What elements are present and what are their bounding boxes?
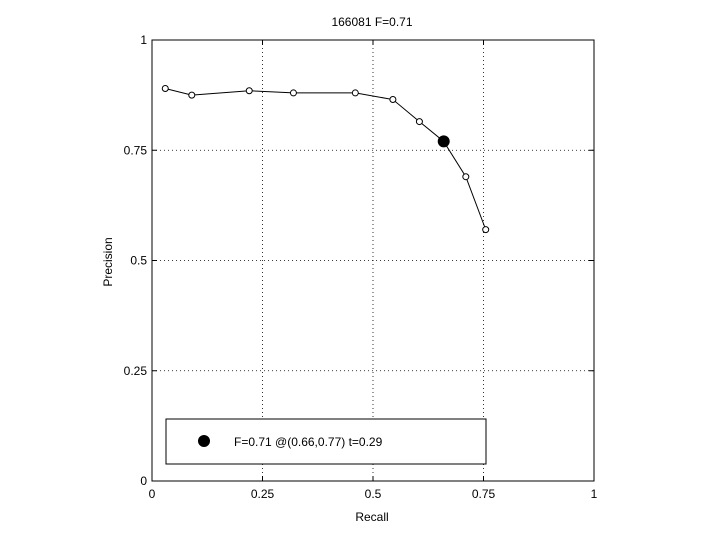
pr-point bbox=[389, 96, 397, 104]
y-tick-label: 0 bbox=[140, 474, 147, 488]
pr-point bbox=[415, 118, 423, 126]
pr-point bbox=[161, 85, 169, 93]
chart-title: 166081 F=0.71 bbox=[331, 15, 412, 29]
y-tick-label: 0.75 bbox=[124, 143, 148, 157]
legend-marker bbox=[198, 435, 210, 447]
legend: F=0.71 @(0.66,0.77) t=0.29 bbox=[165, 418, 487, 465]
pr-curve-line bbox=[165, 88, 487, 230]
y-tick-label: 0.5 bbox=[130, 254, 147, 268]
y-tick-label: 1 bbox=[140, 33, 147, 47]
legend-box bbox=[165, 418, 487, 465]
x-tick-label: 0.5 bbox=[365, 487, 382, 501]
grid-lines bbox=[152, 40, 594, 481]
x-tick-label: 0.75 bbox=[472, 487, 496, 501]
pr-point bbox=[245, 87, 253, 95]
best-f-point bbox=[437, 135, 450, 148]
x-tick-label: 0.25 bbox=[251, 487, 275, 501]
x-axis-label: Recall bbox=[355, 510, 388, 524]
pr-points bbox=[161, 85, 490, 234]
pr-point bbox=[188, 91, 196, 99]
x-tick-label: 0 bbox=[149, 487, 156, 501]
pr-point bbox=[289, 89, 297, 97]
legend-label: F=0.71 @(0.66,0.77) t=0.29 bbox=[234, 435, 383, 449]
pr-point bbox=[482, 226, 490, 234]
pr-point bbox=[351, 89, 359, 97]
y-axis-label: Precision bbox=[101, 237, 115, 286]
axis-ticks: 0 0.25 0.5 0.75 1 0 0.25 0.5 0.75 1 bbox=[124, 33, 598, 501]
pr-point bbox=[462, 173, 470, 181]
x-tick-label: 1 bbox=[591, 487, 598, 501]
y-tick-label: 0.25 bbox=[124, 364, 148, 378]
